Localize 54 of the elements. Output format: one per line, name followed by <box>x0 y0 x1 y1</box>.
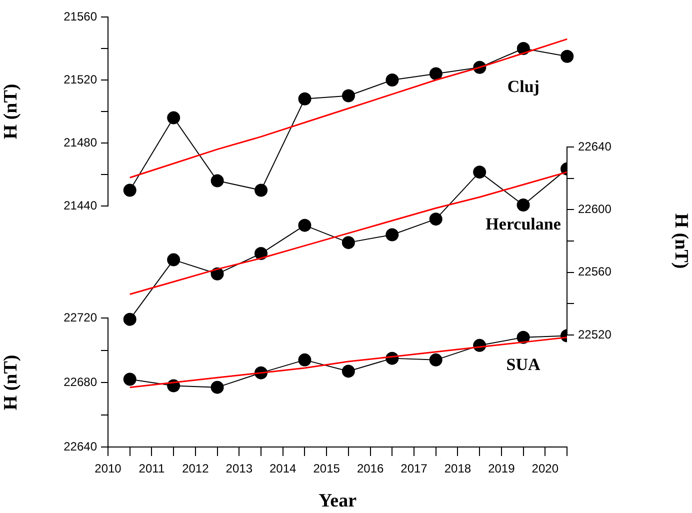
series-label: Cluj <box>507 76 540 96</box>
y-tick-label: 22680 <box>64 374 98 389</box>
y-tick-label: 22640 <box>64 439 98 454</box>
point <box>254 247 268 260</box>
y2-tick-label: 22600 <box>578 202 612 216</box>
point <box>342 236 355 250</box>
y2-axis-title: H (nT) <box>670 213 692 269</box>
series-label: SUA <box>506 354 542 374</box>
y-tick-label: 21520 <box>64 72 98 86</box>
point <box>298 92 312 106</box>
point <box>167 111 180 124</box>
point <box>342 89 355 102</box>
point <box>123 184 136 197</box>
point <box>298 218 312 232</box>
point <box>516 198 530 212</box>
x-tick-label: 2017 <box>400 462 428 476</box>
x-tick-label: 2014 <box>270 462 297 476</box>
y-axis-title: H (nT) <box>0 354 22 410</box>
y-tick-label: 21480 <box>64 135 98 150</box>
point <box>386 74 399 86</box>
point <box>210 267 224 280</box>
y2-tick-label: 22640 <box>578 139 612 154</box>
point <box>123 312 136 326</box>
point <box>429 67 442 80</box>
point <box>167 253 180 266</box>
point <box>210 174 224 188</box>
point <box>473 166 486 179</box>
point <box>298 353 312 366</box>
x-tick-label: 2010 <box>94 462 122 476</box>
x-tick-label: 2018 <box>444 462 472 476</box>
y2-tick-label: 22560 <box>578 264 612 279</box>
y-tick-label: 21440 <box>64 198 98 212</box>
x-tick-label: 2012 <box>182 462 210 476</box>
y-axis-title: H (nT) <box>0 84 22 140</box>
point <box>516 330 530 344</box>
y-tick-label: 21560 <box>64 9 98 24</box>
point <box>429 353 442 366</box>
x-tick-label: 2016 <box>356 462 384 476</box>
y-tick-label: 22720 <box>64 310 98 324</box>
series-label: Herculane <box>486 214 562 234</box>
x-axis-title: Year <box>318 490 358 512</box>
point <box>123 372 136 386</box>
point <box>342 364 355 378</box>
point <box>429 212 442 226</box>
point <box>386 228 399 242</box>
x-tick-label: 2013 <box>226 462 253 476</box>
x-tick-label: 2019 <box>488 462 516 476</box>
point <box>560 50 574 63</box>
y2-tick-label: 22520 <box>578 327 612 342</box>
point <box>254 184 268 197</box>
point <box>210 380 224 394</box>
x-tick-label: 2020 <box>532 462 559 476</box>
x-tick-label: 2015 <box>313 462 340 476</box>
x-tick-label: 2011 <box>138 462 165 476</box>
